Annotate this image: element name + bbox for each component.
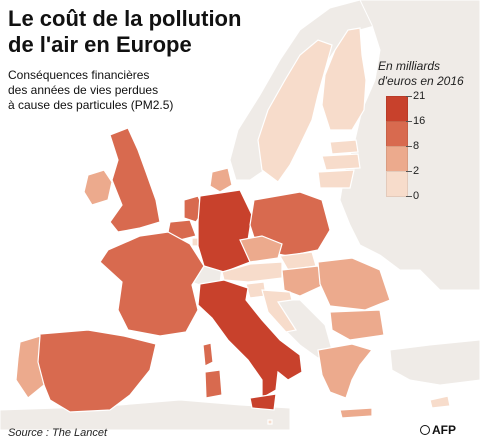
corsica — [202, 342, 214, 367]
france — [99, 231, 205, 337]
legend-swatch-2 — [386, 171, 408, 197]
croatia — [261, 289, 297, 333]
title-line-2: de l'air en Europe — [8, 32, 192, 57]
afp-logo: AFP — [420, 423, 456, 437]
page-title: Le coût de la pollution de l'air en Euro… — [8, 6, 268, 58]
subtitle-line-2: des années de vies perdues — [8, 83, 159, 97]
eu-countries — [15, 27, 451, 425]
bulgaria — [329, 309, 385, 341]
romania — [317, 257, 391, 311]
malta — [267, 419, 273, 425]
united-kingdom — [109, 127, 161, 233]
logo-ring-icon — [420, 425, 430, 435]
title-line-1: Le coût de la pollution — [8, 6, 242, 31]
hungary — [281, 265, 327, 297]
greece — [317, 343, 374, 399]
ireland — [83, 169, 113, 206]
subtitle: Conséquences financières des années de v… — [8, 68, 208, 113]
lithuania — [317, 169, 355, 189]
subtitle-line-3: à cause des particules (PM2.5) — [8, 98, 174, 112]
legend-label-0: 0 — [413, 190, 420, 202]
portugal — [15, 335, 45, 399]
legend-swatch-21 — [386, 96, 408, 122]
estonia — [329, 139, 359, 155]
latvia — [321, 153, 361, 171]
finland — [321, 27, 367, 131]
north-africa — [0, 399, 291, 431]
sweden — [257, 39, 333, 183]
belgium — [167, 219, 197, 241]
turkey — [389, 339, 480, 386]
subtitle-line-1: Conséquences financières — [8, 68, 150, 82]
spain — [35, 329, 157, 413]
crete — [339, 407, 373, 419]
legend-title-line-1: En milliards — [378, 59, 441, 73]
cyprus — [429, 395, 451, 409]
sardinia — [204, 369, 223, 399]
legend-label-21: 21 — [413, 90, 426, 102]
legend-title-line-2: d'euros en 2016 — [378, 74, 464, 88]
source-note: Source : The Lancet — [8, 427, 108, 439]
legend-label-2: 2 — [413, 165, 420, 177]
legend-swatch-8 — [386, 146, 408, 172]
luxembourg — [191, 237, 199, 247]
russia-belarus-ukraine — [339, 0, 480, 291]
legend-swatch-16 — [386, 121, 408, 147]
germany — [197, 189, 253, 273]
legend-label-8: 8 — [413, 140, 420, 152]
sicily — [249, 393, 277, 411]
logo-text: AFP — [432, 423, 456, 437]
legend-label-16: 16 — [413, 115, 426, 127]
legend-title: En milliards d'euros en 2016 — [378, 59, 478, 89]
denmark — [209, 167, 233, 193]
czechia — [239, 235, 283, 263]
italy — [197, 279, 303, 400]
